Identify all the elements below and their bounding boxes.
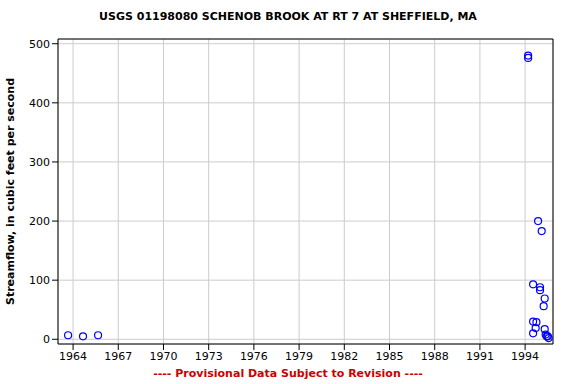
svg-text:0: 0 [43,333,50,346]
svg-text:400: 400 [29,97,50,110]
svg-text:300: 300 [29,156,50,169]
svg-text:1973: 1973 [195,350,223,363]
html-text:---- Provisional Data Subject: ---- Provisional Data Subject to Revisio… [153,367,423,380]
svg-text:1991: 1991 [466,350,494,363]
html-text:USGS 01198080 SCHENOB BROOK AT: USGS 01198080 SCHENOB BROOK AT RT 7 AT S… [99,10,477,23]
svg-text:1970: 1970 [149,350,177,363]
svg-text:500: 500 [29,38,50,51]
svg-text:Streamflow, in cubic feet per: Streamflow, in cubic feet per second [8,78,17,305]
svg-text:1982: 1982 [330,350,358,363]
svg-text:1994: 1994 [511,350,539,363]
svg-text:100: 100 [29,274,50,287]
svg-text:1979: 1979 [285,350,313,363]
svg-text:200: 200 [29,215,50,228]
svg-text:1976: 1976 [240,350,268,363]
svg-text:1964: 1964 [59,350,87,363]
svg-text:1988: 1988 [421,350,449,363]
svg-text:1967: 1967 [104,350,132,363]
svg-text:1985: 1985 [376,350,404,363]
